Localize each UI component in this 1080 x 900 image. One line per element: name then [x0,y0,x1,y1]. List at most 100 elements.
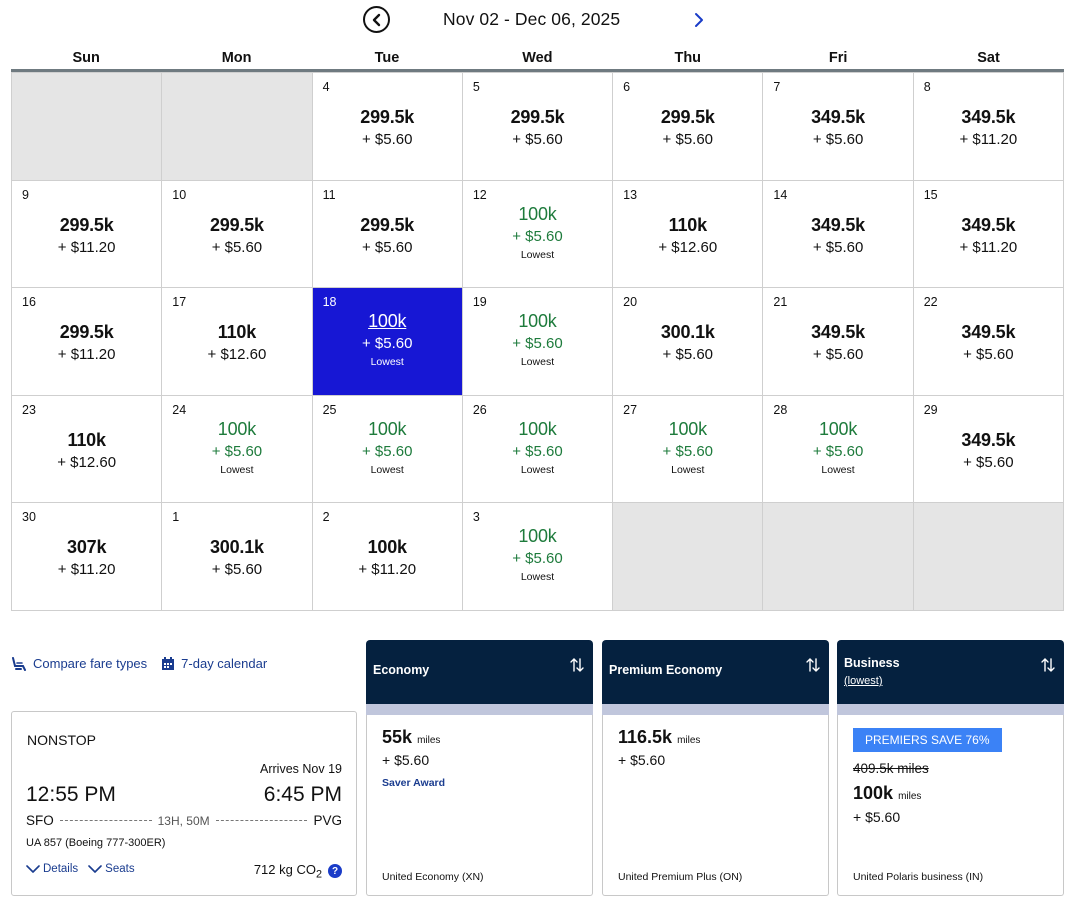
weekday-header-row: Sun Mon Tue Wed Thu Fri Sat [11,50,1064,66]
sort-icon [570,658,584,672]
day-fee: + $5.60 [361,335,413,353]
calendar-day-cell[interactable]: 8 349.5k + $11.20 [913,73,1064,181]
compare-fare-types-link[interactable]: Compare fare types [11,656,147,671]
day-number: 4 [322,80,330,94]
day-number: 25 [322,402,337,417]
calendar-day-cell[interactable]: 1 300.1k + $5.60 [162,503,313,611]
fare-option-business[interactable]: PREMIERS SAVE 76% 409.5k miles 100k mile… [837,715,1064,896]
calendar-day-cell[interactable]: 27 100k + $5.60 Lowest [613,395,764,504]
day-miles[interactable]: 100k [368,311,407,332]
day-miles: 349.5k [811,214,865,235]
calendar-day-cell[interactable]: 21 349.5k + $5.60 [763,288,914,396]
day-price: 349.5k + $5.60 [763,322,912,363]
calendar-day-cell[interactable]: 17 110k + $12.60 [162,288,313,396]
seat-icon [12,656,26,671]
day-fee: + $12.60 [207,346,267,364]
seats-link[interactable]: Seats [88,863,135,875]
fare-option-economy[interactable]: 55k miles + $5.60 Saver Award United Eco… [366,715,593,896]
calendar-day-cell[interactable]: 26 100k + $5.60 Lowest [462,395,614,504]
lowest-label: Lowest [520,571,555,584]
calendar-day-cell[interactable]: 11 299.5k + $5.60 [312,180,463,289]
calendar-day-cell[interactable]: 25 100k + $5.60 Lowest [312,395,463,504]
day-number: 20 [623,295,638,310]
calendar-day-cell[interactable]: 3 100k + $5.60 Lowest [462,503,614,611]
day-number: 1 [172,510,180,525]
fare-fee: + $5.60 [382,752,430,768]
day-fee: + $11.20 [959,131,1018,148]
calendar-day-cell[interactable]: 30 307k + $11.20 [12,503,163,611]
day-miles: 299.5k [360,107,415,127]
day-fee: + $12.60 [658,238,718,256]
calendar-day-cell[interactable]: 20 300.1k + $5.60 [613,288,764,396]
calendar-day-cell[interactable]: 10 299.5k + $5.60 [162,180,313,289]
day-fee: + $5.60 [512,131,563,148]
day-miles: 300.1k [209,537,264,558]
day-miles: 299.5k [209,214,264,235]
calendar-day-cell[interactable]: 16 299.5k + $11.20 [12,288,163,396]
day-price: 349.5k + $5.60 [914,430,1063,471]
calendar-day-cell [913,503,1064,611]
calendar-grid: 4 299.5k + $5.60 5 299.5k + $5.60 6 299.5k + $5.… [11,72,1064,611]
day-miles: 299.5k [510,107,565,127]
sort-icon [806,658,820,672]
details-link[interactable]: Details [26,863,78,875]
calendar-day-cell[interactable]: 28 100k + $5.60 Lowest [763,395,914,504]
flight-summary-card[interactable]: NONSTOP Arrives Nov 19 12:55 PM 6:45 PM … [11,711,357,896]
day-miles: 307k [67,537,107,558]
day-miles: 299.5k [59,214,114,235]
fare-column-premium-economy: Premium Economy 116.5k miles + $5.60 Uni… [602,640,829,896]
day-fee: + $5.60 [361,442,413,460]
calendar-day-cell[interactable]: 29 349.5k + $5.60 [913,395,1064,504]
day-number: 29 [923,402,938,417]
calendar-day-cell[interactable]: 22 349.5k + $5.60 [913,288,1064,396]
lowest-label: Lowest [370,463,404,476]
day-fee: + $5.60 [211,442,263,460]
calendar-day-cell[interactable]: 6 299.5k + $5.60 [613,73,764,181]
weekday-label: Wed [522,50,553,66]
calendar-day-cell[interactable]: 15 349.5k + $11.20 [913,180,1064,289]
seven-day-calendar-link[interactable]: 7-day calendar [161,656,267,671]
calendar-day-cell[interactable]: 24 100k + $5.60 Lowest [162,395,313,504]
day-miles: 349.5k [961,322,1016,343]
day-price: 299.5k + $5.60 [162,215,311,256]
day-miles: 349.5k [961,214,1016,235]
calendar-day-cell[interactable]: 5 299.5k + $5.60 [462,73,614,181]
calendar-day-cell[interactable]: 2 100k + $11.20 [312,503,463,611]
day-miles: 299.5k [660,107,715,127]
lowest-label: Lowest [220,463,254,476]
day-number: 5 [472,80,480,94]
lowest-label: Lowest [520,356,555,369]
fare-header-business[interactable]: Business (lowest) [837,640,1064,704]
day-price: 110k + $12.60 [613,215,762,256]
day-miles: 100k [367,537,407,558]
fare-header-premium-economy[interactable]: Premium Economy [602,640,829,704]
calendar-navigation: Nov 02 - Dec 06, 2025 [0,4,1080,34]
co2-emissions: 712 kg CO2 ? [254,862,342,881]
next-range-button[interactable] [690,11,708,29]
calendar-day-cell[interactable]: 23 110k + $12.60 [12,395,163,504]
premier-discount-badge: PREMIERS SAVE 76% [853,728,1002,752]
day-number: 24 [172,402,187,417]
weekday-label: Thu [674,50,702,66]
details-label: Details [43,863,79,875]
calendar-day-cell[interactable]: 12 100k + $5.60 Lowest [462,180,614,289]
calendar-day-cell[interactable]: 7 349.5k + $5.60 [763,73,914,181]
day-number: 16 [22,295,36,310]
calendar-day-cell[interactable]: 9 299.5k + $11.20 [12,180,163,289]
calendar-day-cell[interactable]: 14 349.5k + $5.60 [763,180,914,289]
calendar-day-cell[interactable]: 19 100k + $5.60 Lowest [462,288,614,396]
day-price: 349.5k + $5.60 [914,322,1063,363]
day-miles: 299.5k [59,322,114,343]
calendar-day-cell[interactable]: 4 299.5k + $5.60 [312,73,463,181]
chevron-left-icon [372,13,380,26]
info-icon[interactable]: ? [328,864,342,879]
fare-class: United Polaris business (IN) [853,871,984,883]
fare-option-premium-economy[interactable]: 116.5k miles + $5.60 United Premium Plus… [602,715,829,896]
fare-header-economy[interactable]: Economy [366,640,593,704]
previous-range-button[interactable] [363,6,390,33]
calendar-day-cell[interactable]: 18 100k + $5.60 Lowest [312,288,463,396]
chevron-down-icon [26,865,40,873]
day-miles: 100k [518,418,557,439]
day-number: 21 [773,295,788,310]
calendar-day-cell[interactable]: 13 110k + $12.60 [613,180,764,289]
